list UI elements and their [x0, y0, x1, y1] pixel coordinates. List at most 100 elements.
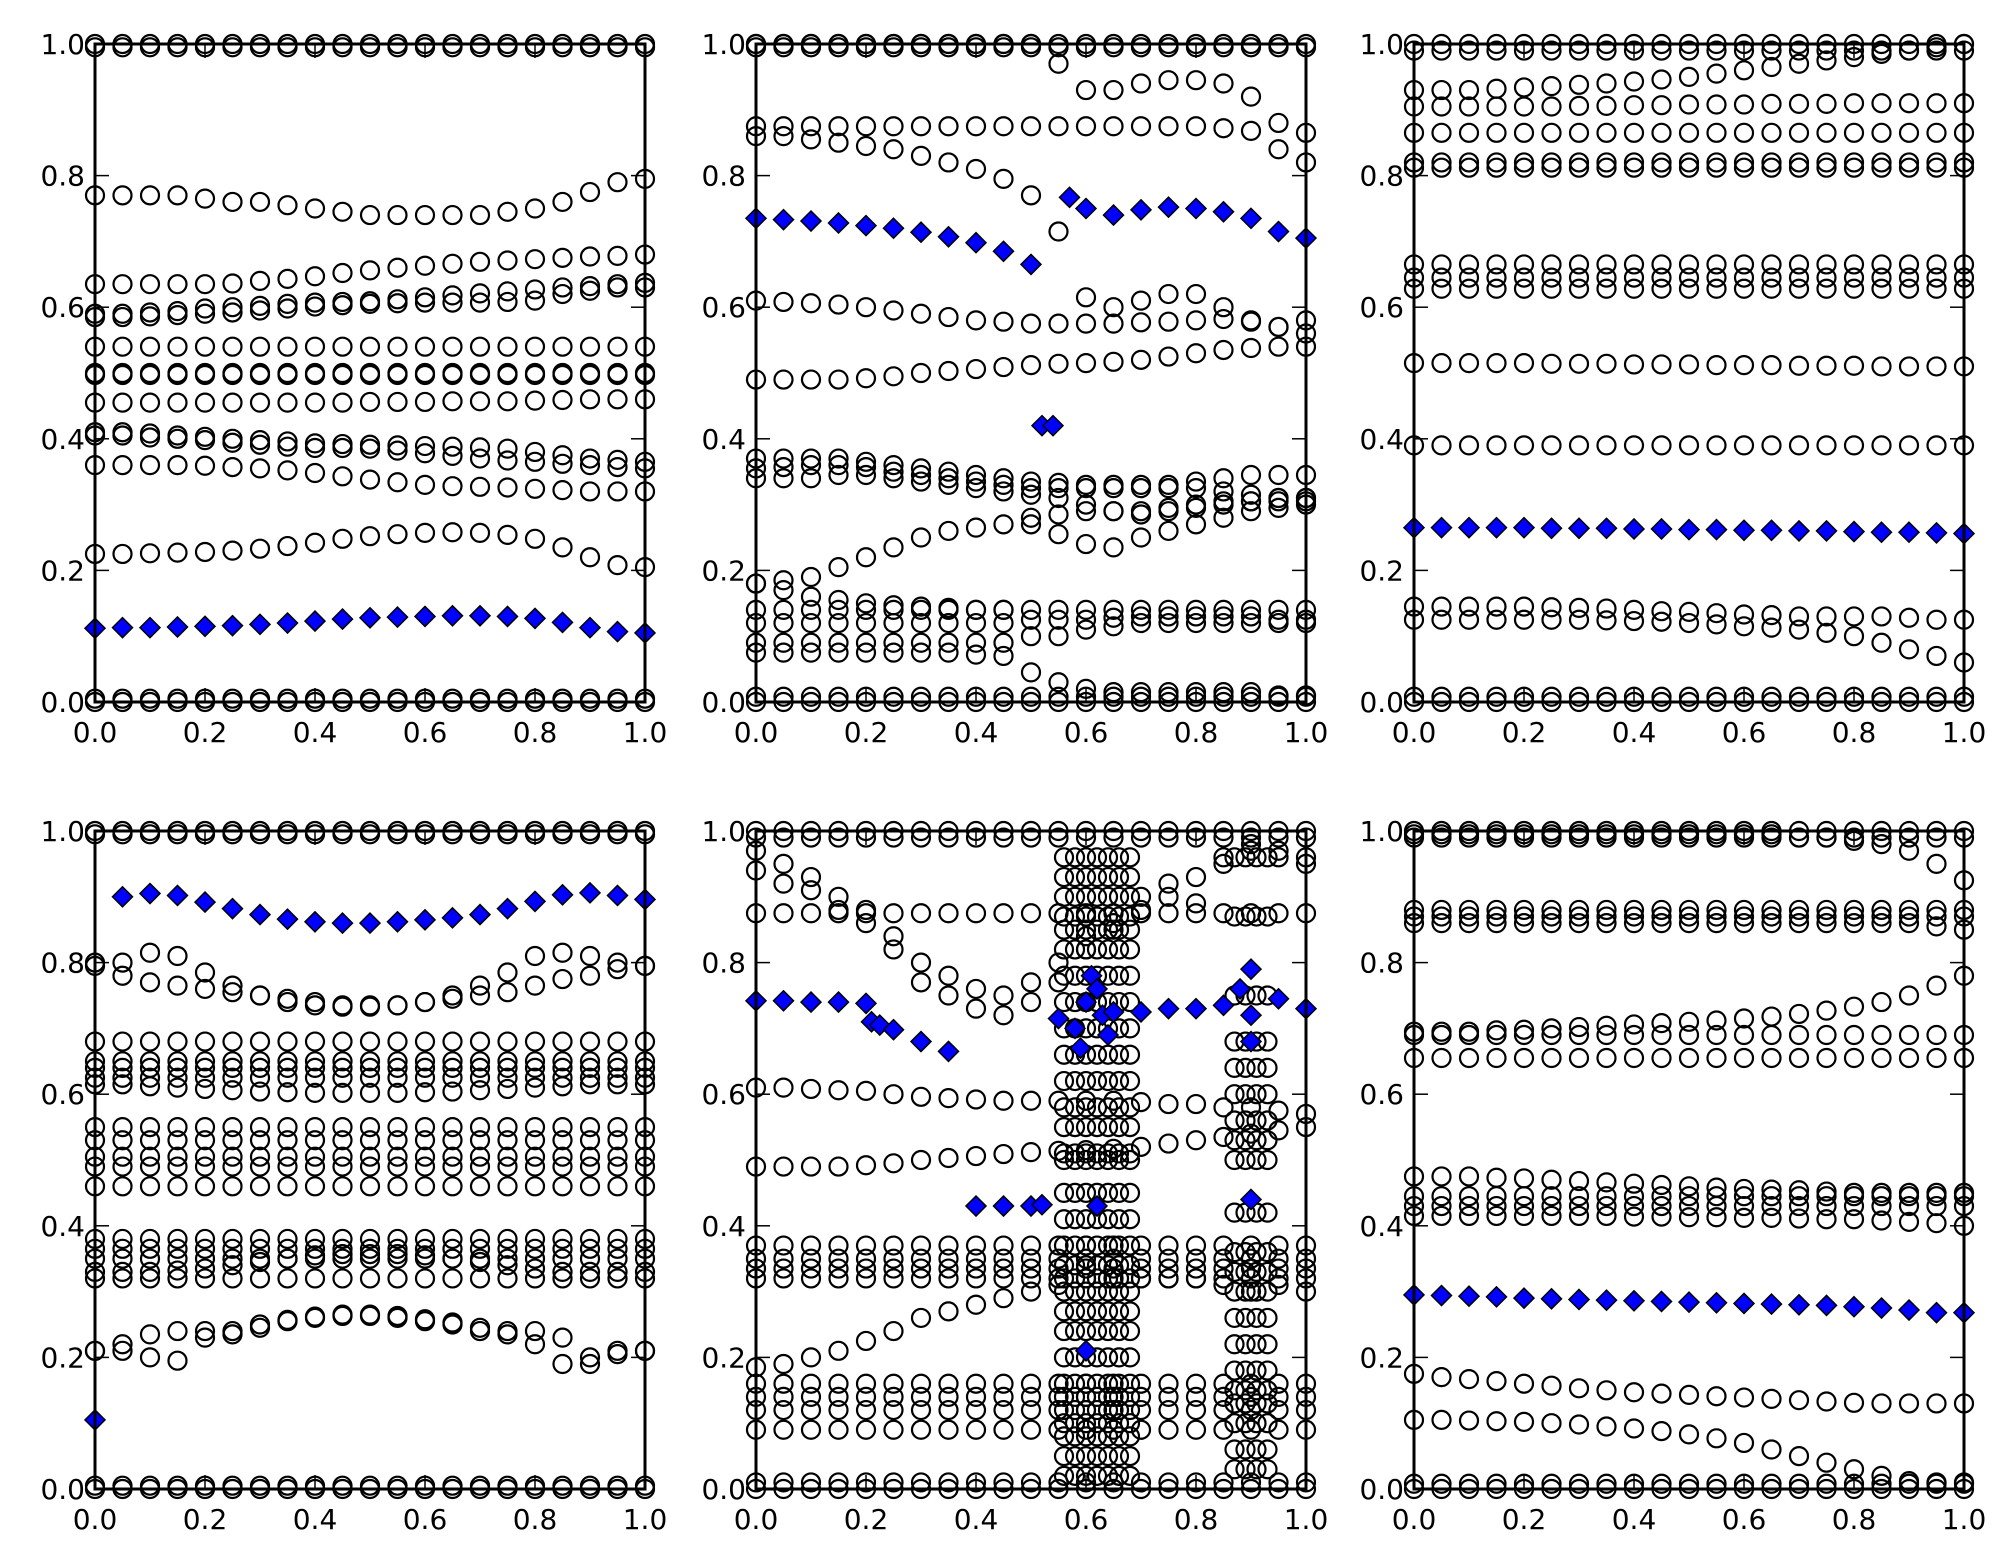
circle-marker	[1431, 79, 1452, 101]
circle-marker	[497, 1475, 518, 1496]
circle-marker	[579, 1353, 601, 1375]
circle-marker	[800, 455, 822, 476]
circle-marker	[112, 1340, 133, 1361]
circle-marker	[1086, 1320, 1108, 1342]
circle-marker	[194, 1268, 216, 1289]
circle-marker	[442, 1031, 463, 1052]
circle-marker	[773, 1077, 794, 1098]
circle-marker	[1541, 152, 1562, 173]
diamond-marker	[1019, 253, 1043, 276]
circle-marker	[1898, 254, 1920, 275]
circle-marker	[883, 939, 904, 960]
circle-marker	[1678, 1473, 1700, 1494]
circle-marker	[800, 903, 822, 924]
circle-marker	[469, 364, 491, 386]
circle-marker	[552, 364, 573, 386]
circle-marker	[579, 37, 601, 58]
circle-marker	[552, 1228, 573, 1250]
circle-marker	[1623, 1186, 1645, 1207]
circle-marker	[414, 204, 436, 226]
circle-marker	[414, 292, 436, 313]
circle-marker	[1596, 95, 1617, 116]
circle-marker	[1678, 435, 1700, 456]
circle-marker	[800, 1268, 822, 1289]
circle-marker	[1926, 975, 1947, 996]
circle-marker	[1075, 1070, 1097, 1092]
circle-marker	[1119, 919, 1141, 940]
circle-marker	[524, 1228, 546, 1250]
circle-marker	[1568, 95, 1590, 116]
circle-marker	[1053, 1097, 1075, 1118]
circle-marker	[414, 1228, 436, 1250]
diamond-marker	[1457, 1285, 1481, 1308]
circle-marker	[1568, 1047, 1590, 1069]
circle-marker	[1761, 254, 1782, 275]
circle-marker	[1678, 157, 1700, 178]
circle-marker	[607, 952, 628, 973]
circle-marker	[552, 1067, 573, 1088]
circle-marker	[607, 1146, 628, 1167]
circle-marker	[1458, 40, 1480, 61]
circle-marker	[112, 965, 133, 986]
diamond-marker	[413, 908, 437, 931]
circle-marker	[910, 362, 932, 384]
circle-marker	[1898, 1211, 1920, 1232]
circle-marker	[1108, 939, 1130, 960]
circle-marker	[1103, 501, 1124, 522]
circle-marker	[1513, 1205, 1535, 1227]
circle-marker	[993, 686, 1014, 707]
circle-marker	[579, 246, 601, 267]
circle-marker	[442, 1475, 463, 1496]
circle-marker	[359, 1082, 381, 1103]
circle-marker	[1596, 122, 1617, 143]
circle-marker	[1458, 96, 1480, 117]
circle-marker	[1020, 116, 1042, 137]
circle-marker	[1020, 1258, 1042, 1279]
circle-marker	[332, 1304, 353, 1325]
circle-marker	[1048, 626, 1069, 647]
circle-marker	[1788, 906, 1810, 927]
circle-marker	[1224, 1334, 1245, 1355]
diamond-marker	[1239, 207, 1263, 230]
diamond-marker	[1063, 1017, 1087, 1040]
circle-marker	[1706, 686, 1727, 707]
circle-marker	[552, 1261, 573, 1282]
circle-marker	[1130, 73, 1152, 94]
circle-marker	[442, 1268, 463, 1289]
subplot-bottom-left: 0.0 0.2 0.4 0.6 0.8 1.00.00.20.40.60.81.0	[40, 815, 667, 1536]
circle-marker	[1130, 1235, 1152, 1256]
circle-marker	[304, 292, 326, 313]
circle-marker	[1235, 1439, 1256, 1460]
circle-marker	[497, 1057, 518, 1078]
circle-marker	[1816, 254, 1837, 275]
circle-marker	[1108, 1255, 1130, 1276]
circle-marker	[1020, 1142, 1042, 1163]
circle-marker	[1898, 1024, 1920, 1046]
circle-marker	[1431, 824, 1452, 845]
circle-marker	[910, 642, 932, 663]
x-tick-label: 0.0	[73, 1503, 118, 1536]
circle-marker	[1075, 886, 1097, 907]
diamond-marker	[772, 208, 795, 231]
circle-marker	[1513, 1411, 1535, 1432]
circle-marker	[167, 1475, 188, 1496]
circle-marker	[579, 481, 601, 502]
circle-marker	[1816, 1473, 1837, 1494]
diamond-marker	[937, 1040, 960, 1063]
circle-marker	[1898, 639, 1920, 660]
circle-marker	[965, 1258, 987, 1279]
diamond-marker	[221, 614, 244, 637]
circle-marker	[1761, 152, 1782, 173]
circle-marker	[965, 471, 987, 492]
circle-marker	[1486, 353, 1507, 374]
circle-marker	[1119, 866, 1141, 888]
circle-marker	[1871, 913, 1892, 934]
circle-marker	[414, 336, 436, 357]
circle-marker	[1064, 1209, 1086, 1230]
circle-marker	[222, 1238, 243, 1259]
circle-marker	[524, 1176, 546, 1197]
circle-marker	[1064, 1235, 1086, 1256]
circle-marker	[1898, 1186, 1920, 1207]
circle-marker	[1246, 1130, 1267, 1151]
circle-marker	[828, 1472, 849, 1493]
